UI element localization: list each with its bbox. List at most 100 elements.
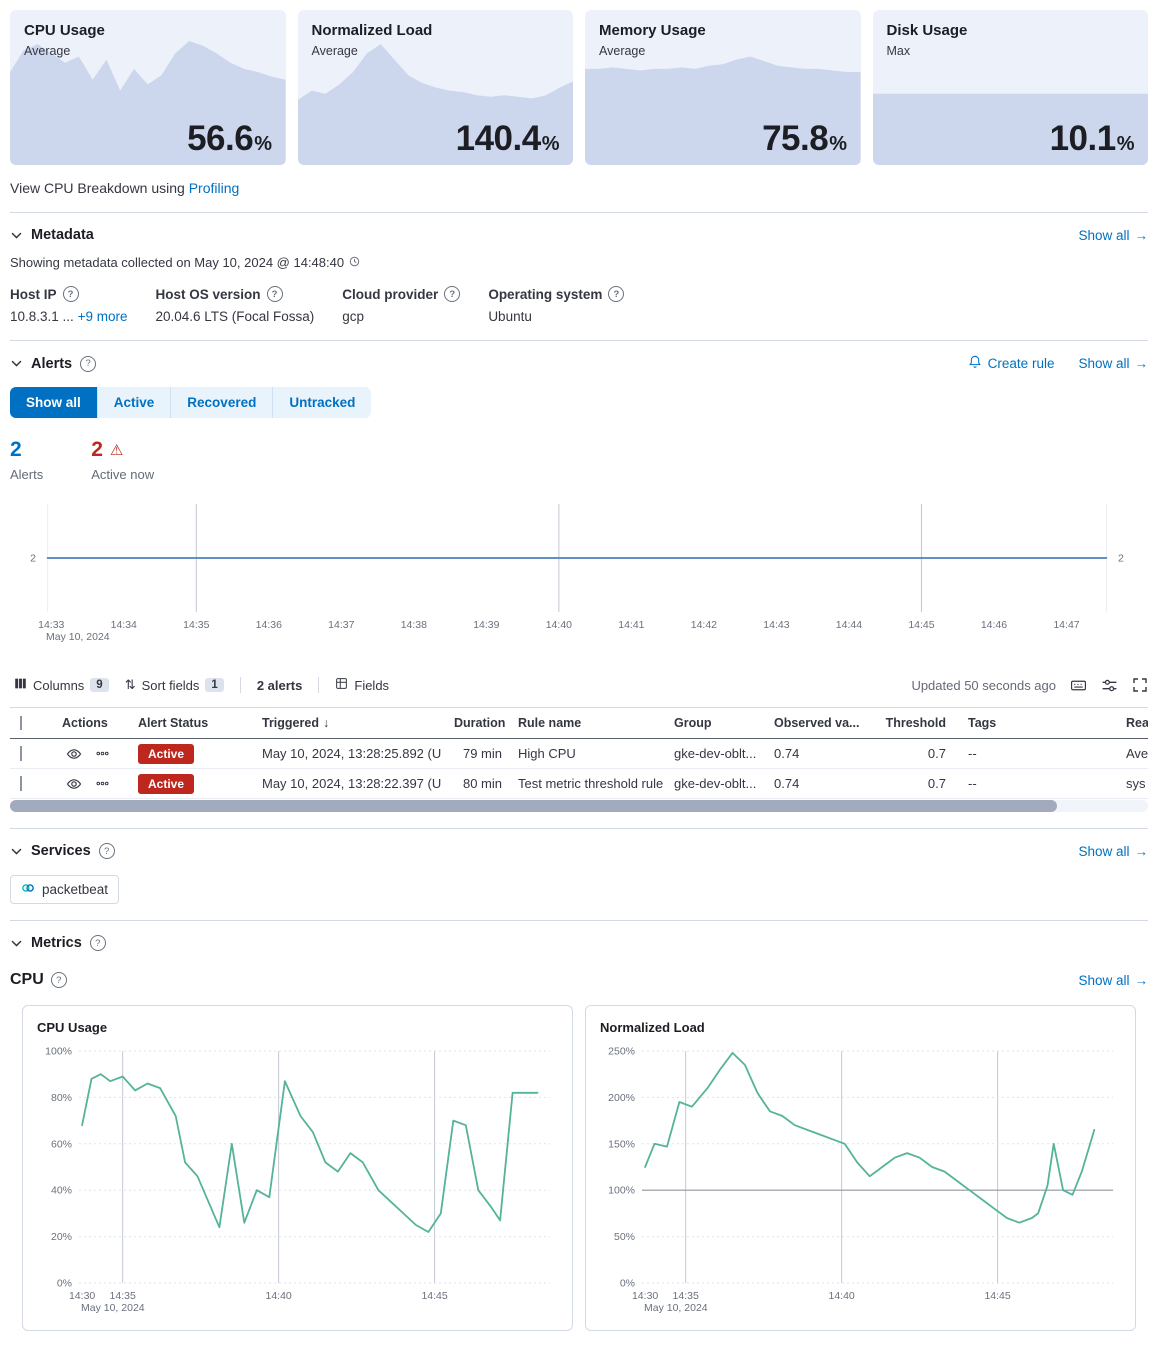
services-show-all-link[interactable]: Show all → xyxy=(1078,844,1148,859)
cpu-usage-sparkline xyxy=(10,41,286,165)
alerts-grid-toolbar: Columns 9 ⇅ Sort fields 1 2 alerts Field… xyxy=(10,675,1148,695)
question-in-circle-icon[interactable]: ? xyxy=(80,355,97,372)
section-divider xyxy=(10,920,1148,921)
kpi-card-normalized-load[interactable]: Normalized Load Average 140.4% xyxy=(297,10,573,165)
tab-show-all[interactable]: Show all xyxy=(10,387,97,418)
fields-button[interactable]: Fields xyxy=(331,675,393,695)
question-in-circle-icon[interactable]: ? xyxy=(62,286,79,302)
service-name: packetbeat xyxy=(42,882,109,897)
stat-active-label: Active now xyxy=(91,467,155,482)
services-title: Services xyxy=(31,843,91,859)
cell-rule-name: High CPU xyxy=(518,746,576,761)
chevron-down-icon[interactable] xyxy=(10,357,23,370)
fullscreen-icon[interactable] xyxy=(1132,677,1148,693)
chart-title: Normalized Load xyxy=(600,1020,705,1035)
columns-button[interactable]: Columns 9 xyxy=(10,675,113,695)
header-rule-name[interactable]: Rule name xyxy=(518,716,582,730)
alert-row[interactable]: Active May 10, 2024, 13:28:22.397 (U 80 … xyxy=(10,769,1148,799)
chevron-down-icon[interactable] xyxy=(10,937,23,950)
kpi-card-disk-usage[interactable]: Disk Usage Max 10.1% xyxy=(872,10,1148,165)
kpi-card-cpu-usage[interactable]: CPU Usage Average 56.6% xyxy=(10,10,286,165)
stat-active-value: 2 ⚠ xyxy=(91,438,154,462)
kpi-value: 140.4% xyxy=(456,119,560,159)
metrics-cpu-subheader: CPU ? Show all → xyxy=(10,971,1148,989)
kpi-head: Disk Usage Max xyxy=(887,22,968,58)
display-options-icon[interactable] xyxy=(1101,677,1118,694)
memory-usage-sparkline xyxy=(585,56,861,165)
alerts-section: Alerts ? Create rule Show all → Show all … xyxy=(10,341,1148,828)
keyboard-shortcuts-icon[interactable] xyxy=(1070,677,1087,694)
svg-text:14:35: 14:35 xyxy=(183,619,209,631)
section-divider xyxy=(10,340,1148,341)
alerts-show-all-link[interactable]: Show all → xyxy=(1078,356,1148,371)
horizontal-scrollbar[interactable] xyxy=(10,800,1057,812)
alerts-header: Alerts ? Create rule Show all → xyxy=(10,355,1148,372)
header-actions[interactable]: Actions xyxy=(62,716,108,730)
field-label-text: Host OS version xyxy=(155,286,261,302)
normalized-load-chart[interactable]: 0% 50% 100% 150% 200% 250% 14:30 14:35 14:40 14:4… xyxy=(598,1043,1121,1319)
metadata-field-value: 20.04.6 LTS (Focal Fossa) xyxy=(155,309,315,324)
stat-active-now: 2 ⚠ Active now xyxy=(91,438,154,482)
tab-recovered[interactable]: Recovered xyxy=(170,387,273,418)
header-reason[interactable]: Rea xyxy=(1126,716,1148,730)
question-in-circle-icon[interactable]: ? xyxy=(98,843,115,859)
profiling-link[interactable]: Profiling xyxy=(188,180,240,196)
metrics-show-all-link[interactable]: Show all → xyxy=(1078,973,1148,988)
question-in-circle-icon[interactable]: ? xyxy=(266,286,283,302)
tab-active[interactable]: Active xyxy=(96,387,171,418)
metrics-charts-row: CPU Usage 0% 20% 40% 60% 80% 100% 14:30 14:35 14… xyxy=(10,1005,1148,1331)
row-checkbox[interactable] xyxy=(20,746,22,761)
tab-untracked[interactable]: Untracked xyxy=(272,387,372,418)
header-triggered[interactable]: Triggered ↓ xyxy=(254,716,446,730)
create-rule-link[interactable]: Create rule xyxy=(968,355,1054,372)
svg-text:14:39: 14:39 xyxy=(473,619,499,631)
profiling-note: View CPU Breakdown using Profiling xyxy=(10,165,1148,212)
kpi-card-memory-usage[interactable]: Memory Usage Average 75.8% xyxy=(585,10,861,165)
header-group[interactable]: Group xyxy=(674,716,712,730)
fields-icon xyxy=(335,677,348,693)
kpi-head: Memory Usage Average xyxy=(599,22,706,58)
svg-text:14:35: 14:35 xyxy=(110,1290,136,1302)
question-in-circle-icon[interactable]: ? xyxy=(89,935,106,951)
header-threshold[interactable]: Threshold xyxy=(885,716,946,730)
svg-text:14:47: 14:47 xyxy=(1053,619,1079,631)
question-in-circle-icon[interactable]: ? xyxy=(444,286,461,302)
kpi-value-unit: % xyxy=(541,133,560,155)
header-duration[interactable]: Duration xyxy=(454,716,506,730)
select-all-checkbox[interactable] xyxy=(20,716,22,730)
chevron-down-icon[interactable] xyxy=(10,845,23,858)
alerts-count-label: 2 alerts xyxy=(256,677,303,693)
cpu-usage-chart[interactable]: 0% 20% 40% 60% 80% 100% 14:30 14:35 14:40 14:45 Ma… xyxy=(35,1043,558,1319)
alerts-timeline-chart[interactable]: 14:33 14:34 14:35 14:36 14:37 14:38 14:39 14:40… xyxy=(10,498,1138,648)
kpi-title: Disk Usage xyxy=(886,22,968,39)
header-alert-status[interactable]: Alert Status xyxy=(138,716,209,730)
field-label-text: Operating system xyxy=(488,286,603,302)
row-checkbox[interactable] xyxy=(20,776,22,791)
show-all-label: Show all xyxy=(1078,843,1130,859)
metadata-field-label: Operating system? xyxy=(488,286,625,302)
sort-fields-button[interactable]: ⇅ Sort fields 1 xyxy=(121,675,228,695)
header-observed-value[interactable]: Observed va... xyxy=(774,716,860,730)
cell-duration: 79 min xyxy=(462,746,502,761)
metadata-show-all-link[interactable]: Show all → xyxy=(1078,228,1148,243)
more-ips-link[interactable]: +9 more xyxy=(77,309,128,324)
service-badge-packetbeat[interactable]: packetbeat xyxy=(10,875,120,904)
question-in-circle-icon[interactable]: ? xyxy=(50,972,67,988)
kpi-value: 56.6% xyxy=(187,119,272,159)
more-actions-icon[interactable] xyxy=(96,747,109,760)
kpi-subtitle: Average xyxy=(311,44,358,58)
more-actions-icon[interactable] xyxy=(96,777,109,790)
question-in-circle-icon[interactable]: ? xyxy=(608,286,625,302)
svg-text:40%: 40% xyxy=(51,1185,72,1197)
view-alert-eye-icon[interactable] xyxy=(66,776,82,792)
svg-text:14:44: 14:44 xyxy=(836,619,862,631)
svg-text:2: 2 xyxy=(1118,553,1124,565)
view-alert-eye-icon[interactable] xyxy=(66,746,82,762)
header-tags[interactable]: Tags xyxy=(968,716,997,730)
cell-triggered: May 10, 2024, 13:28:22.397 (U xyxy=(262,776,442,791)
alerts-stats: 2 Alerts 2 ⚠ Active now xyxy=(10,438,1148,482)
alert-row[interactable]: Active May 10, 2024, 13:28:25.892 (U 79 … xyxy=(10,739,1148,769)
svg-text:60%: 60% xyxy=(51,1138,72,1150)
chevron-down-icon[interactable] xyxy=(10,229,23,242)
metadata-header: Metadata Show all → xyxy=(10,227,1148,243)
